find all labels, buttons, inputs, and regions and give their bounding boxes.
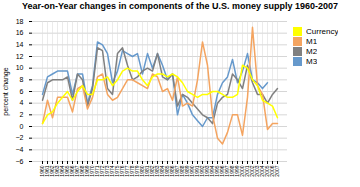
svg-text:1997: 1997 <box>224 165 231 177</box>
svg-text:percent change: percent change <box>2 67 10 115</box>
svg-text:1989: 1989 <box>184 165 191 177</box>
svg-text:1981: 1981 <box>144 165 151 177</box>
svg-text:2000: 2000 <box>239 165 246 177</box>
svg-text:0: 0 <box>20 123 24 130</box>
svg-text:1969: 1969 <box>84 165 91 177</box>
svg-text:2001: 2001 <box>244 165 251 177</box>
svg-text:1987: 1987 <box>174 165 181 177</box>
svg-text:1979: 1979 <box>134 165 141 177</box>
svg-text:1967: 1967 <box>74 165 81 177</box>
html-text:Year-on-Year changes in compon: Year-on-Year changes in components of th… <box>21 1 338 11</box>
svg-text:10: 10 <box>16 64 24 71</box>
svg-text:2002: 2002 <box>249 165 256 177</box>
svg-text:1977: 1977 <box>124 165 131 177</box>
svg-text:2004: 2004 <box>259 165 266 177</box>
svg-text:1976: 1976 <box>119 165 126 177</box>
svg-text:1974: 1974 <box>109 165 116 177</box>
svg-text:1962: 1962 <box>49 165 56 177</box>
svg-text:18: 18 <box>16 18 24 25</box>
svg-text:−4: −4 <box>16 146 24 153</box>
svg-text:1995: 1995 <box>214 165 221 177</box>
svg-text:6: 6 <box>20 88 24 95</box>
svg-text:1966: 1966 <box>69 165 76 177</box>
svg-text:−6: −6 <box>16 158 24 165</box>
svg-text:1998: 1998 <box>229 165 236 177</box>
svg-text:14: 14 <box>16 41 24 48</box>
svg-text:1992: 1992 <box>199 165 206 177</box>
svg-text:1970: 1970 <box>89 165 96 177</box>
svg-text:1968: 1968 <box>79 165 86 177</box>
svg-text:2003: 2003 <box>254 165 261 177</box>
svg-text:1971: 1971 <box>94 165 101 177</box>
svg-text:2: 2 <box>20 111 24 118</box>
svg-text:1964: 1964 <box>59 165 66 177</box>
svg-text:1973: 1973 <box>104 165 111 177</box>
svg-text:2007: 2007 <box>274 165 280 176</box>
svg-text:8: 8 <box>20 76 24 83</box>
svg-text:4: 4 <box>20 99 24 106</box>
svg-text:1985: 1985 <box>164 165 171 177</box>
svg-text:16: 16 <box>16 29 24 36</box>
svg-text:1978: 1978 <box>129 165 136 177</box>
svg-text:1984: 1984 <box>159 165 166 177</box>
svg-text:1975: 1975 <box>114 165 121 177</box>
html-text:M3: M3 <box>306 57 318 66</box>
svg-text:1993: 1993 <box>204 165 211 177</box>
svg-text:−2: −2 <box>16 134 24 141</box>
html-text:M1: M1 <box>306 37 318 46</box>
svg-text:1991: 1991 <box>194 165 201 177</box>
svg-text:1990: 1990 <box>189 165 196 177</box>
svg-text:1963: 1963 <box>54 165 61 177</box>
svg-text:1972: 1972 <box>99 165 106 177</box>
svg-text:12: 12 <box>16 53 24 60</box>
html-text:M2: M2 <box>306 47 318 56</box>
svg-text:1994: 1994 <box>209 165 216 177</box>
svg-text:1986: 1986 <box>169 165 176 177</box>
svg-text:1961: 1961 <box>44 165 51 177</box>
svg-text:1999: 1999 <box>234 165 241 177</box>
svg-text:1988: 1988 <box>179 165 186 177</box>
svg-text:1983: 1983 <box>154 165 161 177</box>
svg-text:1965: 1965 <box>64 165 71 177</box>
svg-text:1982: 1982 <box>149 165 156 177</box>
svg-text:2005: 2005 <box>264 165 271 177</box>
svg-text:1960: 1960 <box>39 165 46 177</box>
svg-text:1996: 1996 <box>219 165 226 177</box>
svg-text:1980: 1980 <box>139 165 146 177</box>
html-text:Currency: Currency <box>306 27 339 36</box>
svg-text:2006: 2006 <box>269 165 276 177</box>
